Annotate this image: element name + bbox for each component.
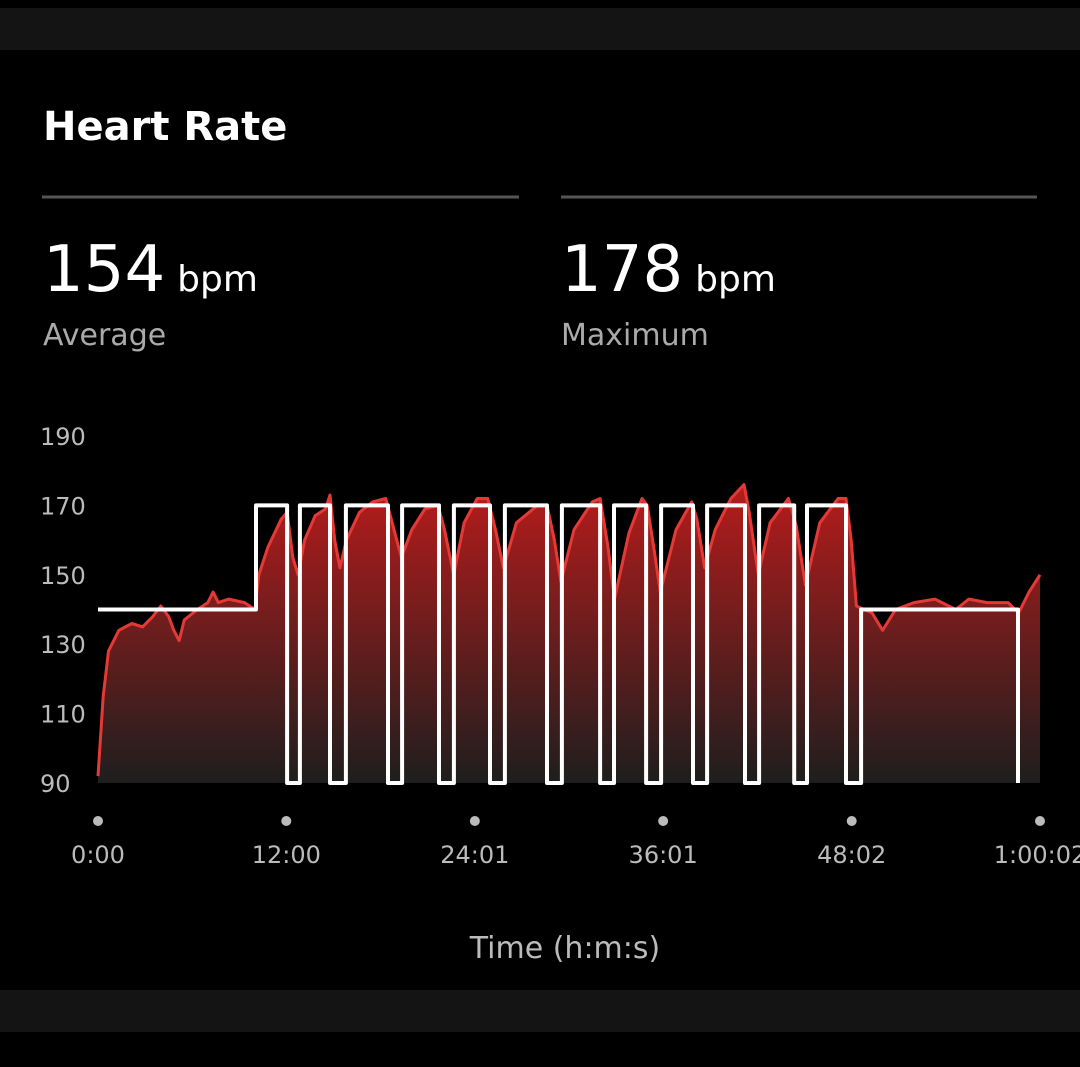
x-tick-label: 36:01 (629, 841, 698, 869)
stat-value: 154 bpm (43, 233, 258, 307)
stat-number: 154 (43, 233, 165, 307)
x-tick-label: 0:00 (71, 841, 125, 869)
x-tick-label: 24:01 (440, 841, 509, 869)
top-bar (0, 8, 1080, 50)
x-axis-title: Time (h:m:s) (469, 931, 660, 966)
stat-label: Maximum (561, 318, 709, 353)
stat-unit: bpm (695, 259, 776, 300)
x-tick-dot (846, 816, 857, 826)
card-title: Heart Rate (43, 104, 287, 150)
area-fill (98, 484, 1040, 783)
stat-number: 178 (561, 233, 683, 307)
y-tick-label: 190 (40, 423, 86, 451)
target-line (98, 503, 1020, 785)
y-tick-label: 90 (40, 770, 71, 798)
y-tick-label: 130 (40, 631, 86, 659)
heart-rate-line (96, 483, 1042, 777)
x-tick-dot (658, 816, 669, 826)
y-tick-label: 150 (40, 562, 86, 590)
x-tick-dot (1035, 816, 1045, 826)
y-tick-label: 170 (40, 492, 86, 520)
y-tick-label: 110 (40, 701, 86, 729)
x-tick-label: 48:02 (817, 841, 886, 869)
x-tick-dot (93, 816, 103, 826)
x-tick-dot (281, 816, 292, 826)
x-tick-dot (469, 816, 480, 826)
stat-value: 178 bpm (561, 233, 776, 307)
x-tick-label: 1:00:02 (994, 841, 1080, 869)
x-tick-label: 12:00 (252, 841, 321, 869)
bottom-bar (0, 990, 1080, 1032)
stat-unit: bpm (177, 259, 258, 300)
stat-label: Average (43, 318, 166, 353)
